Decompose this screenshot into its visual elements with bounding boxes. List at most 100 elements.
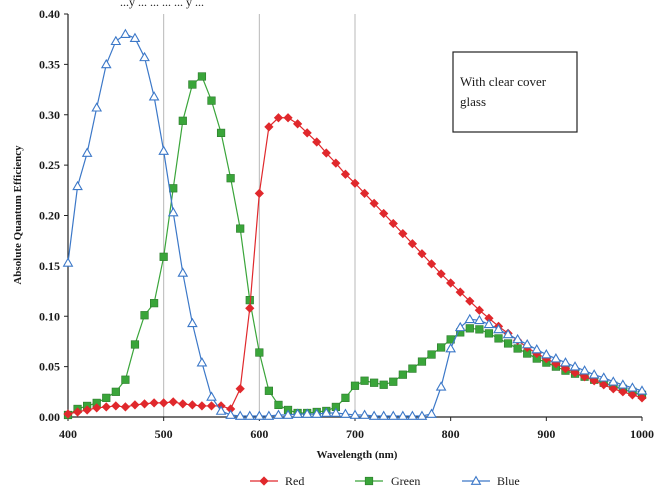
point-green-10 — [159, 252, 168, 261]
point-blue-24 — [292, 408, 303, 418]
y-tick-label-7: 0.35 — [39, 57, 60, 71]
point-green-32 — [370, 378, 379, 387]
point-blue-47 — [512, 333, 523, 344]
legend: Red Green Blue — [250, 474, 520, 488]
point-green-18 — [236, 224, 245, 233]
point-blue-37 — [416, 410, 428, 420]
point-blue-57 — [607, 376, 619, 386]
point-blue-5 — [110, 35, 122, 46]
point-blue-43 — [474, 314, 485, 325]
point-blue-35 — [397, 410, 409, 420]
point-blue-12 — [177, 267, 189, 277]
point-green-43 — [475, 325, 484, 334]
point-blue-51 — [550, 353, 562, 363]
point-blue-40 — [445, 342, 457, 353]
point-red-15 — [206, 401, 217, 411]
point-red-32 — [369, 198, 379, 209]
x-tick-label-0: 400 — [59, 427, 77, 441]
point-red-34 — [388, 218, 398, 229]
point-green-34 — [389, 377, 398, 386]
point-blue-31 — [359, 409, 370, 419]
point-blue-44 — [483, 318, 495, 329]
point-blue-59 — [627, 382, 638, 392]
point-green-44 — [484, 329, 494, 338]
point-red-58 — [618, 387, 628, 397]
series-red — [63, 113, 647, 419]
point-green-4 — [102, 393, 111, 402]
legend-marker-green — [364, 476, 374, 486]
point-blue-56 — [598, 372, 610, 382]
point-green-42 — [465, 324, 474, 333]
point-blue-36 — [407, 410, 418, 420]
point-green-35 — [398, 370, 407, 379]
point-blue-49 — [531, 343, 543, 354]
point-blue-33 — [378, 410, 390, 420]
legend-label-blue: Blue — [497, 474, 520, 488]
y-tick-label-8: 0.40 — [39, 7, 60, 21]
point-blue-15 — [206, 391, 217, 401]
annotation-box: With clear cover glass — [452, 51, 578, 133]
point-green-20 — [255, 348, 264, 357]
annotation-line-1: With clear cover — [460, 74, 547, 89]
point-blue-17 — [225, 409, 236, 419]
point-red-2 — [82, 405, 92, 415]
point-green-21 — [264, 386, 274, 395]
point-green-37 — [417, 357, 427, 366]
point-green-47 — [513, 344, 522, 353]
point-blue-54 — [579, 365, 590, 375]
x-tick-label-1: 500 — [155, 427, 173, 441]
point-green-38 — [427, 350, 436, 359]
x-tick-label-2: 600 — [250, 427, 268, 441]
point-green-9 — [150, 299, 159, 308]
point-green-45 — [494, 334, 503, 343]
point-blue-29 — [340, 408, 351, 418]
point-blue-3 — [91, 102, 103, 112]
point-red-14 — [197, 401, 207, 411]
point-green-14 — [197, 72, 207, 81]
point-blue-32 — [368, 410, 380, 420]
point-red-55 — [589, 376, 599, 386]
point-blue-60 — [636, 385, 648, 395]
x-tick-label-4: 800 — [442, 427, 460, 441]
point-red-5 — [111, 401, 121, 411]
point-red-10 — [159, 398, 169, 408]
point-blue-4 — [100, 58, 112, 69]
point-red-20 — [254, 188, 264, 198]
point-red-1 — [72, 407, 83, 417]
point-red-13 — [187, 400, 197, 410]
point-blue-34 — [387, 410, 399, 420]
point-green-36 — [408, 364, 417, 373]
point-red-43 — [474, 305, 484, 315]
legend-marker-red — [259, 476, 269, 486]
point-blue-45 — [493, 323, 504, 334]
point-red-42 — [465, 296, 475, 306]
point-blue-13 — [187, 317, 198, 328]
y-tick-label-2: 0.10 — [39, 309, 60, 323]
point-green-16 — [216, 128, 226, 137]
point-red-0 — [63, 409, 73, 419]
x-tick-label-3: 700 — [346, 427, 364, 441]
legend-marker-blue — [470, 475, 482, 485]
point-blue-18 — [234, 410, 246, 420]
point-green-22 — [274, 400, 283, 410]
point-green-33 — [379, 380, 388, 389]
point-red-60 — [637, 393, 647, 403]
point-red-40 — [446, 278, 456, 288]
point-red-8 — [139, 399, 150, 409]
point-green-6 — [121, 375, 130, 384]
y-tick-label-6: 0.30 — [39, 108, 60, 122]
point-blue-14 — [196, 357, 208, 367]
legend-label-green: Green — [391, 474, 420, 488]
point-blue-22 — [273, 409, 284, 419]
x-axis-title: Wavelength (nm) — [317, 449, 398, 461]
point-red-9 — [149, 398, 159, 408]
point-red-37 — [417, 249, 427, 259]
point-red-33 — [379, 208, 389, 219]
point-red-18 — [235, 384, 245, 394]
legend-item-red: Red — [250, 474, 304, 488]
point-red-3 — [92, 403, 102, 413]
point-red-38 — [426, 259, 437, 269]
point-green-12 — [178, 116, 187, 125]
point-red-22 — [273, 113, 284, 123]
